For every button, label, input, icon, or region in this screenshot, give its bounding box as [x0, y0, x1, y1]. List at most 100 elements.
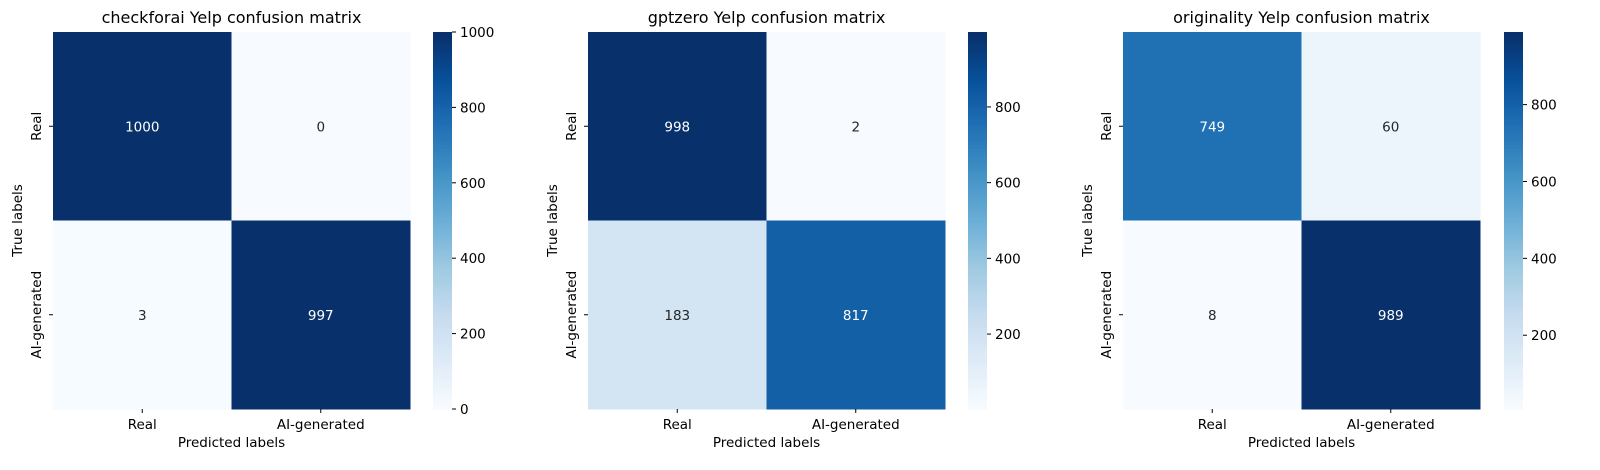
colorbar-segment: [1504, 330, 1523, 335]
colorbar-segment: [433, 242, 452, 247]
colorbar-segment: [968, 129, 987, 134]
colorbar-segment: [433, 330, 452, 335]
colorbar-segment: [1504, 333, 1523, 338]
colorbar-segment: [968, 248, 987, 253]
colorbar-segment: [968, 302, 987, 306]
colorbar-segment: [968, 239, 987, 244]
colorbar-segment: [433, 63, 452, 68]
x-tick-label: AI-generated: [1347, 417, 1435, 433]
heatmap-cell: [588, 220, 767, 410]
y-axis-label: True labels: [10, 184, 26, 258]
colorbar-segment: [433, 264, 452, 269]
colorbar-segment: [433, 273, 452, 278]
colorbar-segment: [1504, 97, 1523, 102]
colorbar-segment: [968, 336, 987, 341]
y-tick-label: AI-generated: [1099, 271, 1115, 359]
colorbar-segment: [968, 157, 987, 162]
colorbar-segment: [433, 94, 452, 99]
colorbar-segment: [1504, 393, 1523, 398]
colorbar-segment: [1504, 217, 1523, 222]
colorbar-segment: [433, 104, 452, 108]
colorbar-segment: [1504, 336, 1523, 341]
colorbar-segment: [968, 154, 987, 159]
colorbar-segment: [1504, 283, 1523, 288]
colorbar-segment: [968, 35, 987, 39]
colorbar-segment: [1504, 145, 1523, 149]
colorbar-tick-label: 200: [1531, 328, 1557, 344]
colorbar-segment: [433, 236, 452, 240]
colorbar-segment: [433, 179, 452, 184]
colorbar-segment: [968, 346, 987, 350]
colorbar-segment: [968, 60, 987, 65]
colorbar-segment: [433, 255, 452, 259]
colorbar-segment: [1504, 233, 1523, 237]
colorbar-segment: [433, 321, 452, 325]
colorbar-segment: [1504, 141, 1523, 146]
colorbar-segment: [968, 393, 987, 398]
colorbar-segment: [968, 182, 987, 187]
colorbar-segment: [433, 185, 452, 190]
colorbar-segment: [968, 110, 987, 115]
colorbar-segment: [1504, 44, 1523, 49]
colorbar-segment: [1504, 387, 1523, 391]
colorbar-segment: [1504, 374, 1523, 379]
heatmap-cell: [766, 32, 946, 221]
colorbar-segment: [968, 104, 987, 108]
colorbar-segment: [968, 66, 987, 71]
cell-value-label: 183: [664, 308, 690, 324]
colorbar-segment: [968, 88, 987, 93]
x-axis-label: Predicted labels: [178, 435, 285, 451]
colorbar-segment: [968, 245, 987, 250]
colorbar-segment: [433, 160, 452, 165]
colorbar-segment: [433, 270, 452, 275]
colorbar-tick-label: 200: [460, 327, 486, 343]
colorbar-segment: [1504, 305, 1523, 310]
colorbar-segment: [968, 189, 987, 193]
colorbar-segment: [968, 145, 987, 149]
colorbar-segment: [433, 295, 452, 300]
colorbar-segment: [433, 116, 452, 121]
colorbar-segment: [968, 91, 987, 96]
colorbar-segment: [433, 343, 452, 347]
colorbar-segment: [1504, 352, 1523, 357]
colorbar-segment: [1504, 383, 1523, 388]
colorbar-tick-label: 600: [995, 176, 1021, 192]
colorbar-segment: [433, 267, 452, 272]
colorbar-segment: [433, 261, 452, 266]
colorbar-segment: [433, 151, 452, 156]
colorbar-segment: [433, 35, 452, 39]
cell-value-label: 1000: [125, 119, 159, 135]
colorbar-segment: [433, 157, 452, 162]
colorbar-segment: [968, 277, 987, 281]
colorbar-segment: [433, 207, 452, 212]
colorbar-segment: [433, 380, 452, 385]
colorbar-segment: [968, 192, 987, 196]
colorbar-segment: [1504, 223, 1523, 228]
colorbar-segment: [1504, 60, 1523, 65]
colorbar-segment: [1504, 50, 1523, 55]
colorbar-segment: [433, 110, 452, 115]
colorbar-segment: [968, 251, 987, 256]
colorbar-segment: [1504, 107, 1523, 112]
colorbar-segment: [1504, 302, 1523, 306]
colorbar-segment: [968, 211, 987, 215]
cell-value-label: 0: [316, 119, 325, 135]
chart-title: checkforai Yelp confusion matrix: [102, 8, 362, 27]
colorbar-segment: [968, 94, 987, 99]
colorbar-tick-label: 400: [460, 251, 486, 267]
colorbar-segment: [1504, 66, 1523, 71]
colorbar-segment: [433, 229, 452, 234]
colorbar-segment: [433, 173, 452, 178]
colorbar-segment: [968, 204, 987, 209]
colorbar-segment: [968, 141, 987, 146]
colorbar-segment: [1504, 35, 1523, 39]
cell-value-label: 3: [138, 308, 147, 324]
colorbar-segment: [433, 32, 452, 36]
x-tick-label: Real: [663, 417, 692, 433]
colorbar-segment: [968, 79, 987, 83]
colorbar-segment: [968, 223, 987, 228]
colorbar-segment: [1504, 101, 1523, 105]
colorbar-segment: [968, 167, 987, 171]
colorbar-segment: [968, 261, 987, 266]
colorbar-segment: [968, 339, 987, 344]
